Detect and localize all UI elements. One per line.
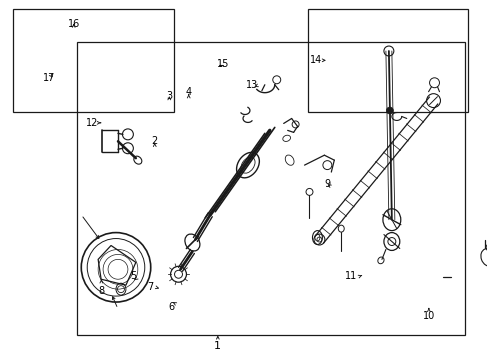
Text: 1: 1 (214, 341, 221, 351)
Text: 2: 2 (151, 136, 158, 146)
Text: 14: 14 (309, 55, 322, 65)
Text: 16: 16 (67, 18, 80, 28)
Text: 8: 8 (98, 286, 104, 296)
Text: 6: 6 (168, 302, 174, 312)
Text: 15: 15 (217, 59, 229, 69)
Text: 12: 12 (85, 118, 98, 128)
Text: 17: 17 (43, 73, 56, 83)
Bar (13, 9, 174, 112)
Circle shape (386, 107, 392, 114)
Text: 11: 11 (345, 271, 357, 282)
Text: 13: 13 (245, 80, 257, 90)
Text: 7: 7 (146, 282, 153, 292)
Text: 4: 4 (185, 87, 191, 98)
Bar (307, 9, 467, 112)
Text: 5: 5 (129, 271, 136, 282)
Bar (77, 42, 464, 336)
Text: 9: 9 (323, 179, 329, 189)
Text: 10: 10 (422, 311, 434, 321)
Text: 3: 3 (166, 91, 172, 101)
